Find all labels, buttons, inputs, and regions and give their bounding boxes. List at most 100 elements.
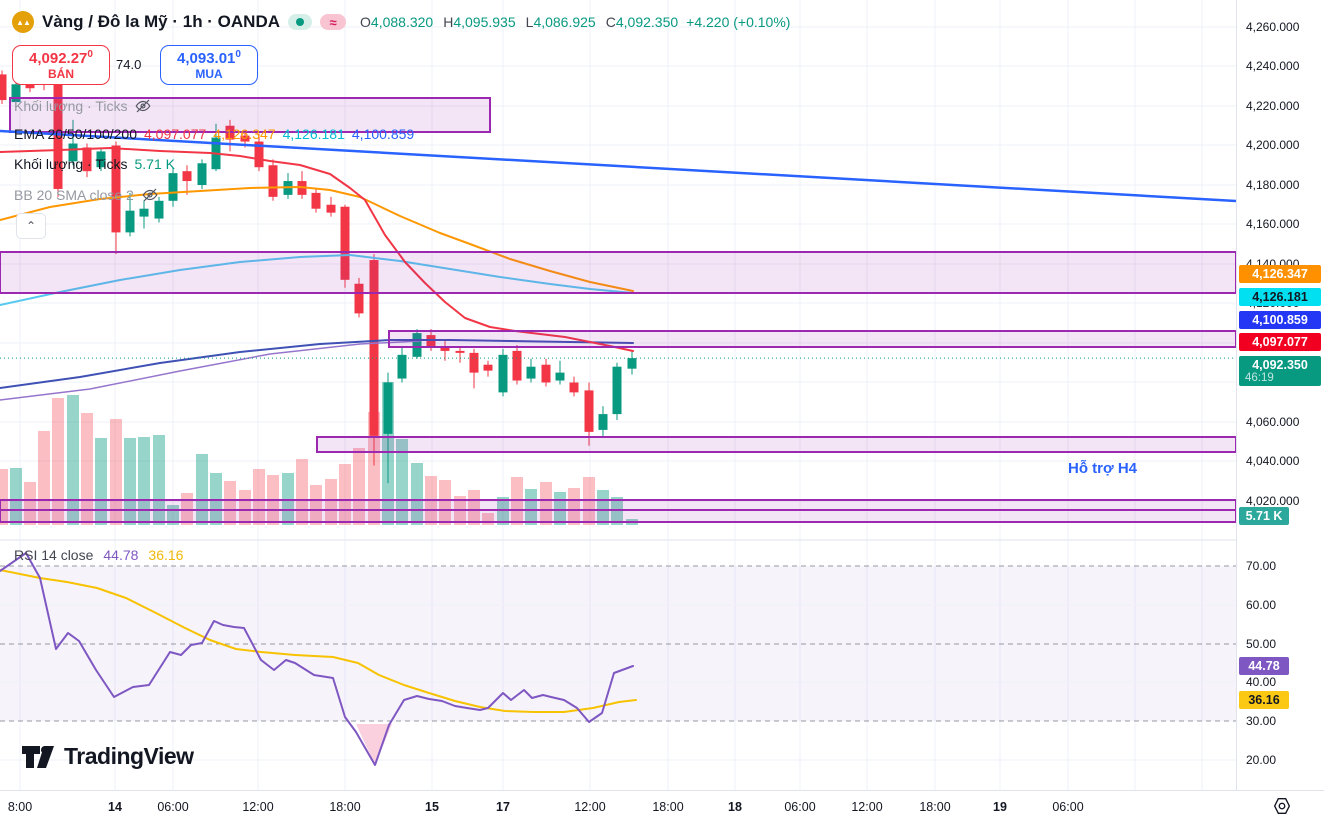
ohlc-item: C4,092.350: [605, 14, 679, 30]
trendline[interactable]: [0, 129, 1237, 203]
volume-bar: [124, 438, 136, 525]
volume-bar: [353, 448, 365, 525]
candle-down: [569, 382, 579, 393]
time-tick-label: 17: [496, 800, 510, 814]
candle-up: [168, 173, 178, 201]
time-tick-label: 06:00: [1052, 800, 1084, 814]
time-tick-label: 12:00: [851, 800, 883, 814]
candle-up: [612, 366, 622, 415]
candle-up: [139, 208, 149, 217]
candle-up: [96, 151, 106, 168]
scale-tick-label: 40.00: [1246, 675, 1277, 689]
candle-down: [369, 260, 379, 436]
scale-tick-label: 50.00: [1246, 637, 1277, 651]
legend-row-volume[interactable]: Khối lượng · Ticks 5.71 K: [14, 156, 175, 172]
ema20-value: 4,097.077: [144, 126, 207, 142]
chevron-up-icon: ⌃: [25, 219, 37, 233]
candle-down: [426, 335, 436, 347]
buy-button[interactable]: 4,093.010 MUA: [160, 45, 258, 85]
scale-tick-label: 4,260.000: [1246, 20, 1300, 34]
time-tick-label: 19: [993, 800, 1007, 814]
candle-down: [584, 390, 594, 432]
volume-value: 5.71 K: [134, 156, 175, 172]
volume-bar: [138, 437, 150, 525]
scale-tick-label: 4,160.000: [1246, 217, 1300, 231]
volume-bar: [568, 488, 580, 525]
candle-down: [0, 74, 7, 101]
spread-value: 74.0: [116, 57, 142, 72]
candle-down: [469, 352, 479, 373]
volume-bar: [24, 482, 36, 525]
change-value: +4.220 (+0.10%): [686, 14, 791, 30]
eye-off-icon[interactable]: [141, 186, 159, 204]
legend-label: EMA 20/50/100/200: [14, 126, 137, 142]
rsi-badge: 36.16: [1239, 691, 1289, 709]
market-status-pill[interactable]: [288, 14, 313, 30]
price-badge: 4,126.347: [1239, 265, 1321, 283]
volume-bar: [540, 482, 552, 525]
price-scale[interactable]: 4,260.000 4,240.000 4,220.000 4,200.000 4,18…: [1236, 0, 1324, 790]
supply-demand-zone[interactable]: [0, 499, 1237, 511]
volume-bar: [368, 412, 380, 525]
time-tick-label: 06:00: [784, 800, 816, 814]
volume-bar: [310, 485, 322, 525]
ohlc-values: O4,088.320 H4,095.935 L4,086.925 C4,092.350: [360, 14, 678, 30]
legend-label: Khối lượng · Ticks: [14, 98, 128, 114]
candle-up: [598, 414, 608, 430]
candle-up: [397, 354, 407, 379]
countdown-timer: 46:19: [1245, 372, 1274, 384]
scale-tick-label: 30.00: [1246, 714, 1277, 728]
volume-bar: [468, 490, 480, 525]
supply-demand-zone[interactable]: [9, 97, 491, 133]
tradingview-logo-icon: [22, 746, 54, 768]
supply-demand-zone[interactable]: [0, 509, 1237, 523]
volume-bar: [525, 489, 537, 525]
delayed-data-pill[interactable]: ≈: [320, 14, 347, 30]
candle-down: [440, 346, 450, 351]
candle-down: [326, 204, 336, 213]
legend-row-ema[interactable]: EMA 20/50/100/200 4,097.077 4,126.347 4,…: [14, 126, 414, 142]
rsi-label: RSI 14 close: [14, 547, 94, 563]
time-tick-label: 14: [108, 800, 122, 814]
time-tick-label: 18: [728, 800, 742, 814]
time-axis[interactable]: 8:00 14 06:00 12:00 18:00 15 17 12:00 18:00 18 06:…: [0, 790, 1324, 834]
symbol-title[interactable]: Vàng / Đô la Mỹ · 1h · OANDA: [42, 12, 281, 31]
sell-price: 4,092.27: [29, 50, 88, 68]
rsi-badge: 44.78: [1239, 657, 1289, 675]
sell-price-sup: 0: [87, 49, 93, 61]
supply-demand-zone[interactable]: [316, 436, 1237, 453]
candle-up: [498, 354, 508, 393]
candle-down: [541, 364, 551, 383]
volume-bar: [196, 454, 208, 525]
rsi-legend[interactable]: RSI 14 close 44.78 36.16: [14, 547, 183, 563]
sell-button[interactable]: 4,092.270 BÁN: [12, 45, 110, 85]
volume-bar: [597, 490, 609, 525]
time-tick-label: 15: [425, 800, 439, 814]
candle-down: [483, 364, 493, 371]
sell-label: BÁN: [48, 66, 74, 81]
timezone-settings-icon[interactable]: [1266, 793, 1298, 819]
watermark-text: TradingView: [64, 742, 194, 769]
eye-off-icon[interactable]: [134, 97, 152, 115]
collapse-legend-button[interactable]: ⌃: [16, 213, 46, 239]
market-open-dot-icon: [296, 18, 305, 26]
supply-demand-zone[interactable]: [0, 251, 1237, 294]
buy-price-sup: 0: [235, 49, 241, 61]
ema100-value: 4,126.181: [282, 126, 345, 142]
volume-bar: [296, 459, 308, 525]
scale-tick-label: 4,240.000: [1246, 59, 1300, 73]
candle-down: [254, 141, 264, 168]
time-tick-label: 8:00: [7, 800, 33, 814]
candle-up: [412, 333, 422, 357]
volume-bar: [153, 435, 165, 525]
ema20-line: [0, 147, 634, 352]
volume-bar: [67, 395, 79, 525]
supply-demand-zone[interactable]: [388, 330, 1237, 348]
support-annotation[interactable]: Hỗ trợ H4: [1068, 460, 1138, 477]
volume-bar: [239, 490, 251, 525]
legend-row-bb-hidden[interactable]: BB 20 SMA close 2: [14, 186, 159, 204]
candle-up: [197, 163, 207, 185]
legend-row-volume-hidden[interactable]: Khối lượng · Ticks: [14, 97, 152, 115]
